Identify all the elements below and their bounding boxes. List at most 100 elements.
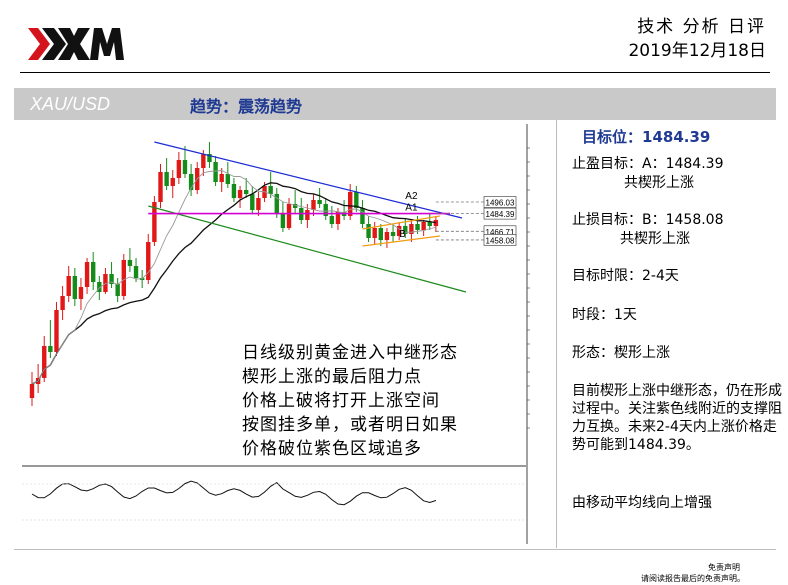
pattern-point-label: A1: [405, 203, 418, 214]
candle: [341, 200, 347, 220]
candle-body: [329, 216, 335, 224]
panel-divider: [556, 120, 557, 548]
candle-body: [237, 190, 243, 198]
candle-body: [115, 284, 120, 296]
candle-body: [152, 202, 157, 242]
candle: [317, 188, 322, 208]
take-profit-note: 共楔形上涨: [624, 175, 694, 191]
candle-body: [66, 276, 71, 296]
candle: [54, 302, 59, 356]
candle: [366, 216, 371, 242]
candle: [237, 186, 243, 208]
candle-body: [201, 154, 206, 168]
candle: [152, 196, 157, 246]
take-profit: 止盈目标：A：1484.39: [572, 156, 724, 172]
candle-body: [213, 162, 218, 182]
price-level-label: 1496.03: [486, 198, 515, 207]
candle-body: [219, 174, 224, 182]
candle-body: [335, 212, 341, 224]
candle: [299, 198, 304, 224]
candle-body: [54, 310, 59, 352]
price-level-label: 1458.08: [486, 236, 515, 245]
candle: [311, 194, 316, 216]
header-divider: [20, 72, 770, 73]
candle: [396, 222, 402, 240]
candle: [188, 164, 194, 196]
candle: [72, 268, 78, 306]
candle: [66, 266, 71, 302]
disclaimer-text: 请阅读报告最后的免责声明。: [641, 574, 745, 583]
candle-body: [48, 346, 53, 352]
candle-body: [280, 214, 286, 228]
candle: [256, 192, 261, 216]
candle: [268, 172, 273, 198]
candle-body: [207, 154, 212, 162]
timeframe: 目标时限：2-4天: [572, 268, 679, 284]
candle-body: [421, 222, 426, 230]
candle-body: [286, 204, 292, 228]
candle-body: [305, 210, 310, 220]
candle-body: [182, 160, 188, 174]
candle-body: [250, 194, 255, 210]
candle: [225, 162, 231, 188]
lower-trend-line: [148, 205, 467, 293]
stop-loss: 止损目标：B：1458.08: [572, 212, 724, 228]
candle-body: [84, 262, 90, 287]
candle: [354, 186, 359, 212]
candle: [109, 262, 114, 288]
chart-note-line: 价格破位紫色区域追多: [242, 439, 422, 459]
candle-body: [348, 192, 353, 216]
candle: [42, 336, 47, 382]
candle: [127, 248, 133, 272]
candle-body: [133, 266, 139, 278]
candle-body: [127, 260, 133, 266]
candle: [60, 286, 65, 320]
footer-divider: [14, 549, 776, 550]
disclaimer-title: 免责声明: [708, 563, 740, 572]
candle-body: [78, 287, 84, 299]
candle: [378, 224, 384, 246]
candle: [121, 254, 126, 300]
chart-panel: [14, 120, 557, 548]
symbol-label: XAU/USD: [30, 94, 111, 114]
candle-body: [311, 200, 316, 210]
candle-body: [384, 232, 390, 240]
candle: [409, 220, 414, 242]
candle-body: [415, 224, 420, 230]
candle: [195, 162, 200, 194]
candle-body: [164, 172, 169, 186]
price-level-box: [483, 207, 517, 220]
candle-body: [366, 224, 371, 238]
moving-average-fast-line: [31, 170, 436, 385]
candle-body: [121, 260, 126, 296]
candle: [90, 252, 96, 290]
candle: [372, 222, 377, 244]
candle: [250, 186, 255, 214]
candle: [103, 268, 108, 294]
candle: [170, 170, 175, 198]
candle-body: [378, 228, 384, 240]
moving-average-note: 由移动平均线向上增强: [572, 495, 712, 511]
candle-body: [97, 282, 102, 292]
candle-body: [176, 160, 182, 178]
report-title: 技术 分析 日评: [637, 17, 766, 37]
candle-body: [354, 192, 359, 208]
chart-note-line: 按图挂多单，或者明日如果: [242, 415, 458, 435]
report-date: 2019年12月18日: [628, 41, 766, 61]
candle-body: [360, 208, 365, 224]
candle-body: [433, 220, 439, 226]
candle: [115, 278, 120, 302]
candle-body: [396, 226, 402, 236]
pattern-point-label: B: [399, 229, 406, 240]
candle: [133, 258, 139, 282]
candle-body: [372, 228, 377, 238]
price-level-box: [483, 196, 517, 208]
price-level-label: 1484.39: [486, 210, 515, 219]
oscillator-line: [31, 480, 437, 506]
candle-body: [170, 178, 175, 186]
candle-body: [317, 200, 322, 204]
chart-note: 日线级别黄金进入中继形态楔形上涨的最后阻力点价格上破将打开上涨空间按图挂多单，或…: [242, 343, 458, 459]
candle-body: [42, 346, 47, 378]
price-level-box: [483, 234, 517, 246]
